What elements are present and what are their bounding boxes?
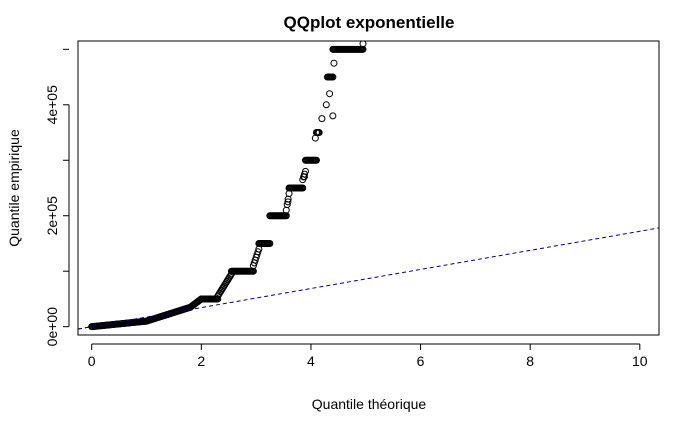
data-point: [329, 73, 337, 81]
data-point: [322, 101, 330, 109]
data-point: [312, 156, 320, 164]
x-tick-label: 10: [632, 353, 648, 369]
x-tick-label: 6: [417, 353, 425, 369]
data-point: [359, 41, 367, 48]
x-axis-label: Quantile théorique: [312, 396, 427, 412]
data-point: [266, 239, 274, 247]
data-point: [311, 134, 319, 142]
x-tick-label: 8: [526, 353, 534, 369]
chart-title: QQplot exponentielle: [284, 13, 455, 32]
x-tick-label: 4: [307, 353, 315, 369]
y-axis-label: Quantile empirique: [6, 129, 22, 247]
reference-line-overlay: [78, 308, 196, 330]
data-point: [326, 90, 334, 98]
y-tick-label: 0e+00: [44, 307, 60, 347]
data-point: [299, 184, 307, 192]
y-tick-label: 2e+05: [44, 196, 60, 236]
x-tick-label: 0: [88, 353, 96, 369]
plot-frame: [77, 40, 660, 336]
data-point: [284, 198, 292, 206]
y-tick-label: 4e+05: [44, 85, 60, 125]
data-point: [330, 59, 338, 67]
data-point: [300, 173, 308, 181]
data-point: [318, 115, 326, 123]
x-tick-label: 2: [197, 353, 205, 369]
data-point: [329, 112, 337, 120]
data-point: [315, 129, 323, 137]
